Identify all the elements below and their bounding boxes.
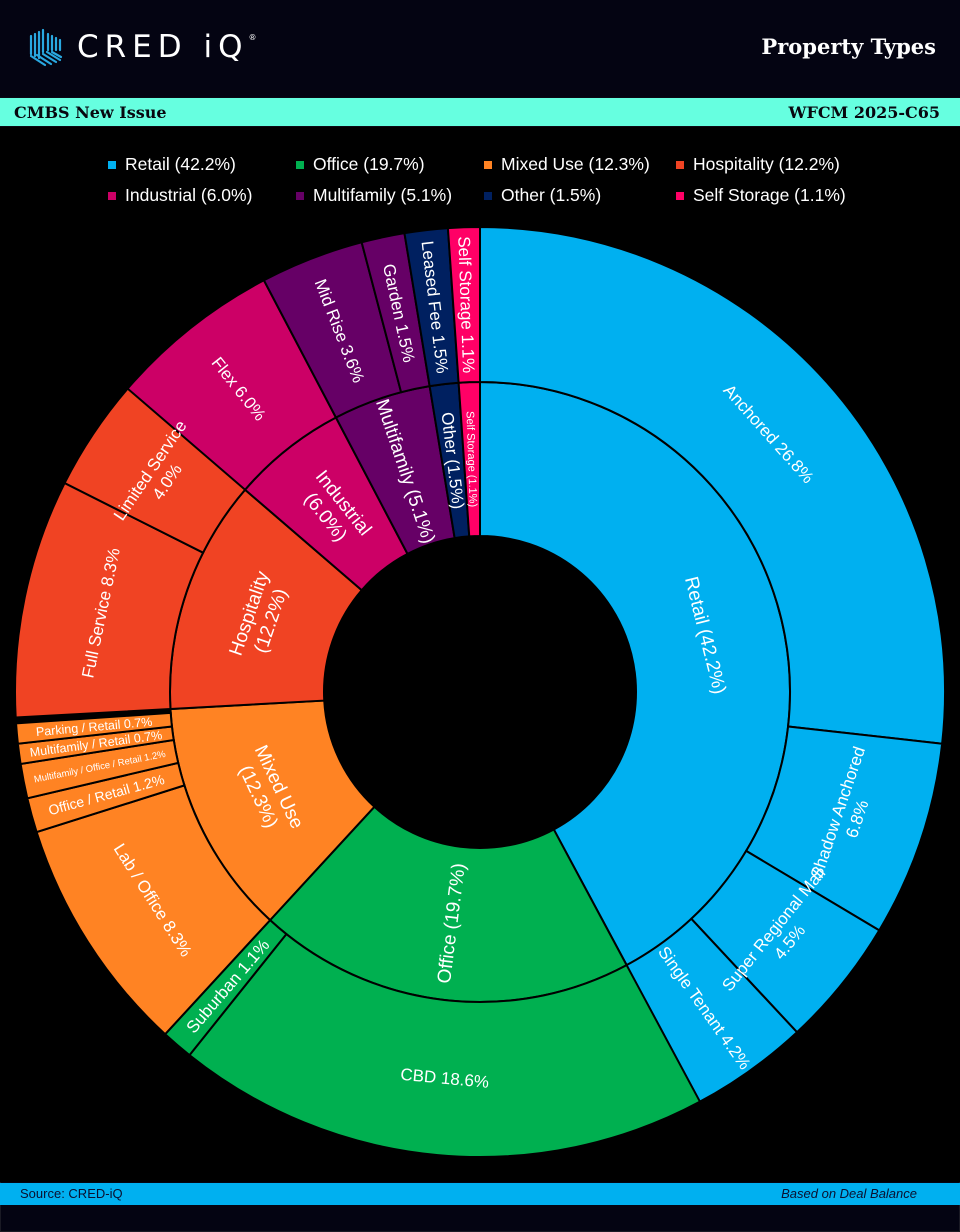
legend-swatch [484,191,492,200]
legend-swatch [296,160,304,169]
logo-text: CRED iQ® [77,29,257,65]
legend-label: Mixed Use (12.3%) [501,154,650,174]
deal-name: WFCM 2025-C65 [788,103,940,122]
legend-item: Hospitality (12.2%) [676,154,840,175]
legend-item: Retail (42.2%) [108,154,236,175]
legend-swatch [108,191,116,200]
legend-swatch [676,191,684,200]
legend-label: Other (1.5%) [501,185,602,205]
logo-wordmark: CRED iQ [77,29,249,65]
legend-label: Industrial (6.0%) [125,185,253,205]
legend-label: Office (19.7%) [313,154,425,174]
legend-item: Multifamily (5.1%) [296,185,452,206]
donut-hole [324,536,636,848]
legend-swatch [296,191,304,200]
subsegment-anchored [479,225,946,745]
subsegment-parking-retail [14,711,174,745]
registered-mark: ® [248,33,257,42]
legend-swatch [108,160,116,169]
legend-label: Hospitality (12.2%) [693,154,840,174]
source-note: Source: CRED-iQ [20,1186,123,1201]
legend-item: Office (19.7%) [296,154,425,175]
legend-item: Industrial (6.0%) [108,185,252,206]
legend-label: Self Storage (1.1%) [693,185,846,205]
crediq-cube-icon [29,28,63,67]
basis-note: Based on Deal Balance [781,1186,917,1201]
subheader-bar: CMBS New Issue WFCM 2025-C65 [0,97,960,127]
report-type: CMBS New Issue [14,103,167,122]
legend-label: Multifamily (5.1%) [313,185,453,205]
legend-item: Other (1.5%) [484,185,601,206]
category-label: Self Storage (1.1%) [463,411,478,507]
subcategory-label: Self Storage 1.1% [454,236,478,374]
subsegment-self-storage [446,225,481,384]
legend-swatch [484,160,492,169]
footer-bar: Source: CRED-iQ Based on Deal Balance [0,1183,960,1205]
header: CRED iQ® Property Types [0,0,960,97]
page-title: Property Types [761,34,936,59]
legend-item: Self Storage (1.1%) [676,185,846,206]
legend-swatch [676,160,684,169]
legend-item: Mixed Use (12.3%) [484,154,650,175]
legend-label: Retail (42.2%) [125,154,236,174]
sunburst-rings [14,225,946,1158]
logo: CRED iQ® [25,28,257,68]
subsegment-cbd [188,932,702,1158]
